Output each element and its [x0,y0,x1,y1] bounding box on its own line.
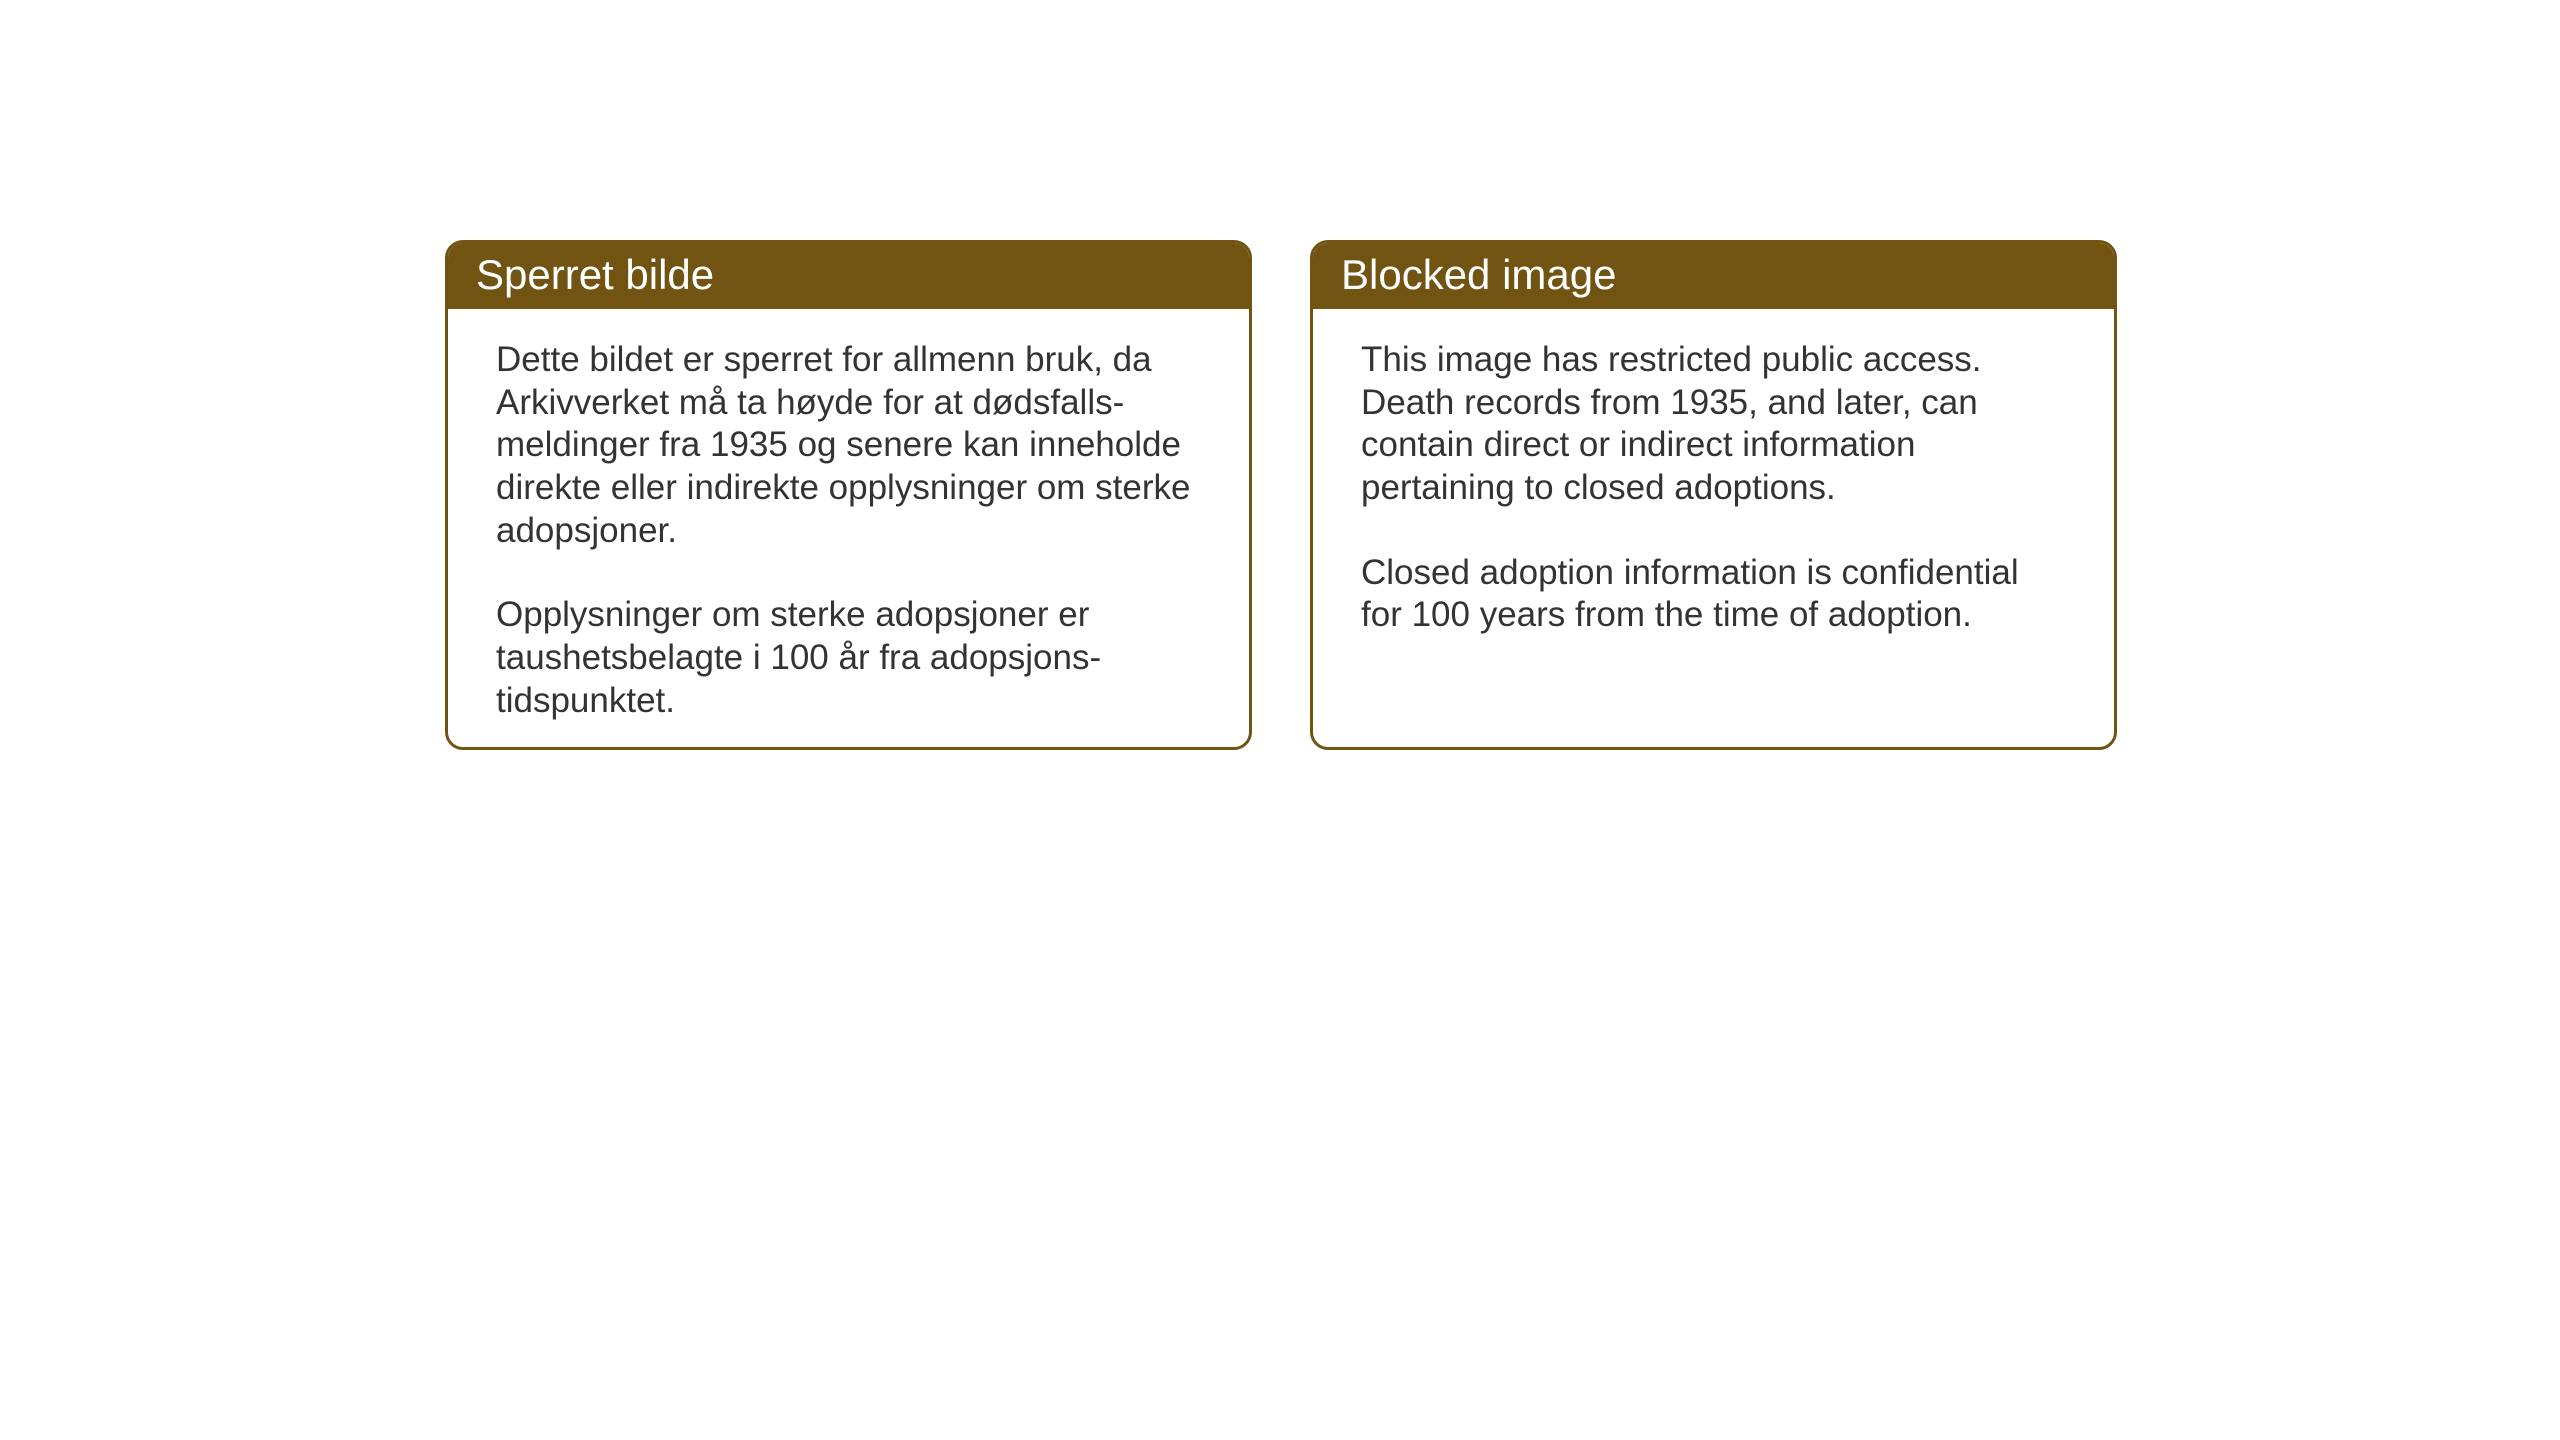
notice-title-english: Blocked image [1341,251,1616,298]
notice-box-english: Blocked image This image has restricted … [1310,240,2117,750]
notice-paragraph-2-english: Closed adoption information is confident… [1361,552,2066,637]
notice-paragraph-1-norwegian: Dette bildet er sperret for allmenn bruk… [496,339,1201,552]
notice-body-norwegian: Dette bildet er sperret for allmenn bruk… [448,309,1249,750]
notice-box-norwegian: Sperret bilde Dette bildet er sperret fo… [445,240,1252,750]
notice-title-norwegian: Sperret bilde [476,251,714,298]
notice-container: Sperret bilde Dette bildet er sperret fo… [445,240,2117,750]
notice-paragraph-2-norwegian: Opplysninger om sterke adopsjoner er tau… [496,594,1201,722]
notice-header-norwegian: Sperret bilde [448,243,1249,309]
notice-header-english: Blocked image [1313,243,2114,309]
notice-body-english: This image has restricted public access.… [1313,309,2114,677]
notice-paragraph-1-english: This image has restricted public access.… [1361,339,2066,510]
